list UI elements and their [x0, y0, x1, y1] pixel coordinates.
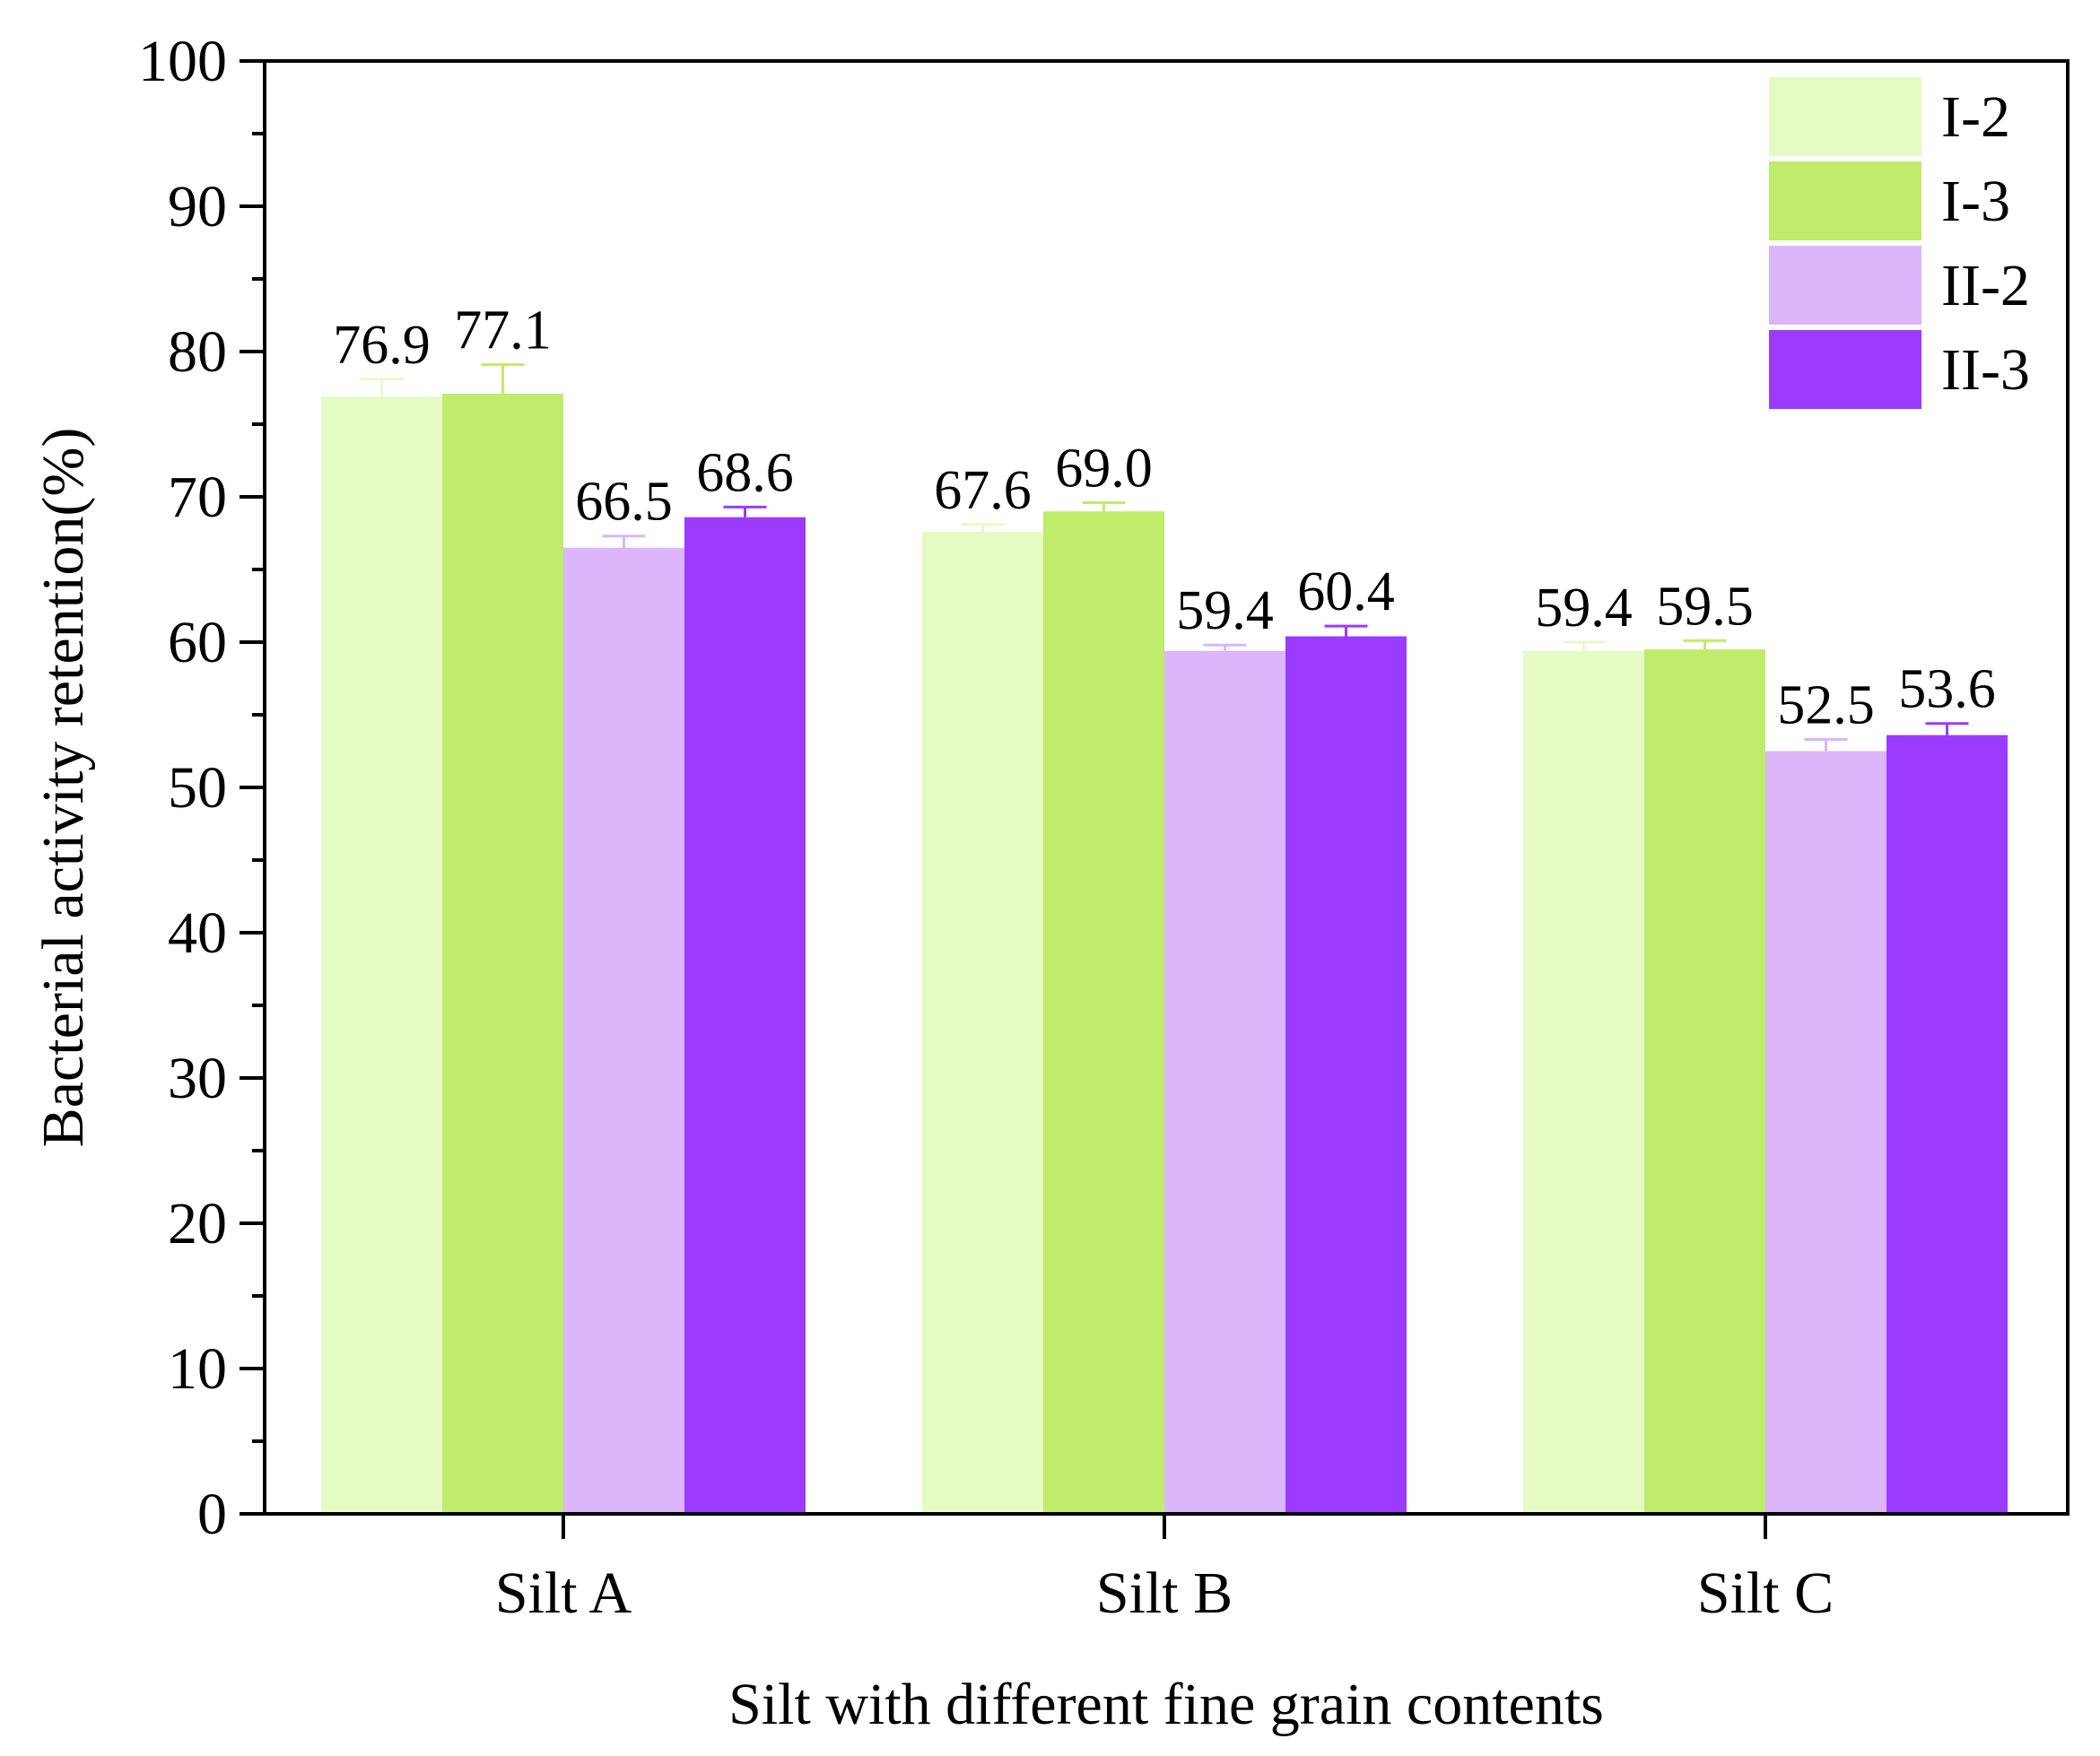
bar-ii-2-silt-b [1164, 650, 1285, 1514]
bar-ii-3-silt-b [1285, 636, 1407, 1514]
bar-i-3-silt-a [442, 393, 563, 1515]
error-bar [1082, 500, 1126, 512]
data-label: 59.4 [1176, 580, 1274, 641]
data-label: 68.6 [696, 442, 794, 503]
data-label: 69.0 [1055, 438, 1153, 499]
y-tick-label: 20 [168, 1191, 227, 1256]
y-tick-label: 100 [138, 29, 227, 94]
axes-layer: 0 10 20 30 40 50 60 70 80 90 100 Silt A Silt B Silt C [138, 29, 2070, 1626]
bar-i-2-silt-b [922, 531, 1043, 1514]
x-tick-label: Silt C [1697, 1560, 1834, 1626]
data-label: 76.9 [333, 315, 431, 376]
bar-i-2-silt-c [1523, 650, 1644, 1514]
data-label: 59.5 [1656, 576, 1754, 637]
data-labels-layer: 76.9 67.6 59.4 77.1 69.0 59.5 66.5 59.4 52.5 68.6… [333, 300, 1996, 736]
legend-swatch [1769, 161, 1921, 240]
legend-swatch [1769, 330, 1921, 409]
bar-i-2-silt-a [321, 396, 442, 1515]
bar-ii-3-silt-c [1887, 735, 2008, 1514]
bar-i-3-silt-b [1043, 511, 1164, 1515]
y-tick-label: 0 [197, 1482, 227, 1547]
y-tick-label: 90 [168, 174, 227, 239]
y-tick-label: 40 [168, 900, 227, 966]
error-bar [481, 363, 525, 394]
error-bar [602, 535, 646, 548]
bar-ii-2-silt-a [563, 547, 684, 1515]
legend-label: II-2 [1941, 253, 2030, 318]
x-tick-label: Silt A [495, 1560, 632, 1626]
legend-item: II-2 [1769, 246, 2030, 325]
y-tick-label: 70 [168, 465, 227, 530]
error-bar [723, 505, 767, 517]
error-bar [1683, 639, 1727, 650]
legend-label: I-3 [1941, 169, 2010, 234]
x-tick-label: Silt B [1096, 1560, 1233, 1626]
legend-label: I-2 [1941, 84, 2010, 150]
error-bar [1925, 722, 1969, 735]
y-tick-label: 10 [168, 1336, 227, 1402]
x-axis-title: Silt with different fine grain contents [728, 1672, 1604, 1737]
data-label: 77.1 [454, 300, 552, 361]
legend-swatch [1769, 77, 1921, 156]
bars-layer [321, 393, 2008, 1515]
error-bar [360, 378, 404, 397]
data-label: 52.5 [1777, 675, 1875, 736]
data-label: 59.4 [1535, 578, 1633, 639]
error-bars-layer [360, 363, 1969, 752]
y-axis-title: Bacterial activity retention(%) [30, 428, 96, 1148]
legend: I-2 I-3 II-2 II-3 [1769, 77, 2030, 409]
error-bar [1203, 643, 1247, 651]
legend-item: I-2 [1769, 77, 2010, 156]
legend-item: II-3 [1769, 330, 2030, 409]
error-bar [1562, 640, 1606, 651]
data-label: 60.4 [1297, 561, 1395, 622]
bar-ii-3-silt-a [684, 517, 806, 1515]
error-bar [1324, 624, 1368, 637]
legend-swatch [1769, 246, 1921, 325]
data-label: 67.6 [934, 460, 1032, 521]
y-tick-label: 60 [168, 610, 227, 675]
y-tick-label: 80 [168, 319, 227, 385]
y-tick-label: 30 [168, 1046, 227, 1111]
legend-item: I-3 [1769, 161, 2010, 240]
bar-i-3-silt-c [1644, 649, 1765, 1514]
bar-ii-2-silt-c [1765, 751, 1887, 1514]
data-label: 53.6 [1898, 659, 1996, 720]
data-label: 66.5 [575, 472, 673, 533]
error-bar [961, 523, 1005, 532]
legend-label: II-3 [1941, 337, 2030, 403]
y-tick-label: 50 [168, 755, 227, 821]
error-bar [1804, 738, 1848, 752]
